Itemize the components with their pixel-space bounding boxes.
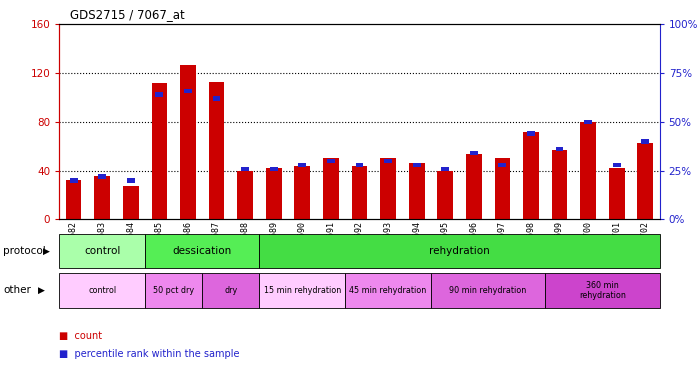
- Bar: [584, 120, 592, 124]
- Text: 90 min rehydration: 90 min rehydration: [450, 286, 527, 295]
- Bar: [98, 174, 106, 178]
- Bar: [380, 158, 396, 219]
- Bar: [266, 168, 281, 219]
- Bar: [94, 176, 110, 219]
- Bar: [551, 150, 567, 219]
- Bar: [609, 168, 625, 219]
- Text: control: control: [84, 246, 120, 256]
- Bar: [70, 178, 77, 183]
- Bar: [494, 158, 510, 219]
- Bar: [59, 273, 145, 308]
- Bar: [209, 82, 224, 219]
- Bar: [295, 166, 310, 219]
- Text: 45 min rehydration: 45 min rehydration: [350, 286, 426, 295]
- Text: control: control: [88, 286, 117, 295]
- Bar: [637, 142, 653, 219]
- Text: GDS2715 / 7067_at: GDS2715 / 7067_at: [70, 8, 184, 21]
- Text: 15 min rehydration: 15 min rehydration: [264, 286, 341, 295]
- Text: dessication: dessication: [172, 246, 232, 256]
- Bar: [409, 164, 424, 219]
- Bar: [66, 180, 82, 219]
- Bar: [180, 64, 196, 219]
- Text: 50 pct dry: 50 pct dry: [153, 286, 194, 295]
- Bar: [298, 163, 306, 167]
- Bar: [242, 166, 249, 171]
- Text: ▶: ▶: [43, 247, 50, 256]
- Bar: [213, 96, 221, 100]
- Bar: [270, 166, 278, 171]
- Text: ■  count: ■ count: [59, 331, 103, 340]
- Bar: [59, 234, 145, 268]
- Bar: [498, 163, 506, 167]
- Bar: [466, 154, 482, 219]
- Text: other: other: [3, 285, 31, 296]
- Bar: [184, 88, 192, 93]
- Bar: [441, 166, 449, 171]
- Text: rehydration: rehydration: [429, 246, 490, 256]
- Bar: [123, 186, 139, 219]
- Bar: [145, 234, 260, 268]
- Bar: [327, 159, 335, 163]
- Bar: [323, 158, 339, 219]
- Bar: [260, 234, 660, 268]
- Bar: [237, 171, 253, 219]
- Bar: [156, 93, 163, 97]
- Bar: [580, 122, 596, 219]
- Bar: [352, 166, 367, 219]
- Bar: [545, 273, 660, 308]
- Bar: [556, 147, 563, 151]
- Bar: [151, 83, 168, 219]
- Bar: [127, 178, 135, 183]
- Bar: [438, 171, 453, 219]
- Text: dry: dry: [224, 286, 237, 295]
- Bar: [431, 273, 545, 308]
- Bar: [202, 273, 260, 308]
- Text: 360 min
rehydration: 360 min rehydration: [579, 281, 626, 300]
- Text: ▶: ▶: [38, 286, 45, 295]
- Bar: [260, 273, 346, 308]
- Bar: [355, 163, 364, 167]
- Text: ■  percentile rank within the sample: ■ percentile rank within the sample: [59, 350, 240, 359]
- Bar: [523, 132, 539, 219]
- Bar: [470, 151, 477, 155]
- Bar: [613, 163, 621, 167]
- Bar: [413, 163, 421, 167]
- Bar: [346, 273, 431, 308]
- Bar: [145, 273, 202, 308]
- Bar: [527, 132, 535, 136]
- Bar: [641, 139, 649, 144]
- Bar: [384, 159, 392, 163]
- Text: protocol: protocol: [3, 246, 46, 256]
